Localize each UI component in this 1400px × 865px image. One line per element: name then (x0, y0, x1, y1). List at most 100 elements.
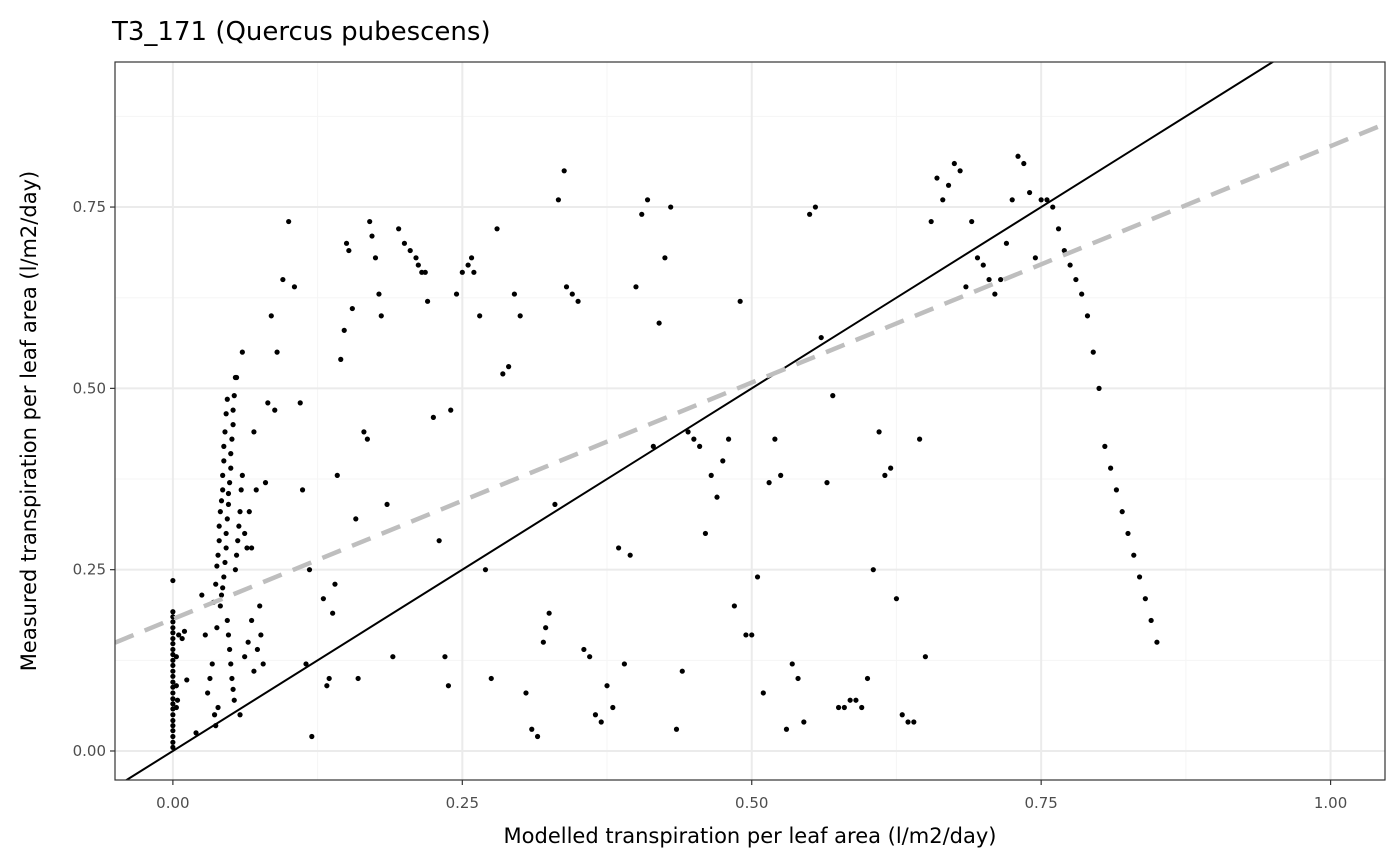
data-point (215, 704, 221, 711)
data-point (224, 396, 230, 402)
data-point (1055, 226, 1062, 232)
data-point (229, 436, 235, 442)
data-point (697, 443, 703, 449)
data-point (511, 291, 518, 297)
chart-title: T3_171 (Quercus pubescens) (111, 17, 491, 47)
data-point (170, 673, 176, 679)
data-point (265, 400, 271, 406)
data-point (1044, 197, 1050, 203)
data-point (401, 240, 408, 246)
data-point (1026, 189, 1033, 196)
data-point (1084, 313, 1091, 319)
data-point (170, 739, 176, 745)
data-point (1090, 349, 1096, 355)
data-point (905, 719, 911, 725)
data-point (783, 726, 790, 732)
data-point (179, 635, 185, 642)
data-point (221, 574, 227, 580)
data-point (170, 619, 176, 625)
data-point (795, 675, 801, 682)
data-point (1073, 276, 1079, 283)
x-tick-label: 0.00 (156, 794, 189, 812)
x-tick-label: 0.25 (446, 794, 479, 812)
data-point (789, 661, 795, 667)
data-point (355, 675, 361, 682)
data-point (731, 603, 737, 609)
data-point (1096, 385, 1102, 391)
data-point (369, 233, 375, 239)
data-point (217, 509, 223, 515)
data-point (639, 211, 645, 217)
data-point (199, 592, 205, 598)
data-point (207, 675, 213, 682)
data-point (251, 668, 257, 674)
data-point (754, 574, 761, 580)
data-point (364, 436, 370, 442)
data-point (737, 298, 743, 304)
grid (115, 62, 1385, 780)
data-point (945, 182, 952, 188)
data-point (772, 436, 778, 442)
data-point (471, 269, 477, 275)
data-point (170, 733, 176, 740)
data-point (258, 632, 264, 638)
data-point (998, 276, 1004, 283)
data-point (969, 218, 975, 225)
data-point (286, 218, 292, 225)
data-point (193, 730, 199, 736)
data-point (216, 538, 222, 544)
data-point (691, 436, 697, 442)
data-point (517, 313, 523, 319)
data-point (257, 603, 263, 609)
data-point (656, 320, 662, 326)
data-point (1003, 240, 1010, 246)
data-point (170, 668, 176, 674)
data-point (685, 429, 691, 435)
data-point (299, 487, 306, 493)
data-point (830, 393, 836, 399)
data-point (202, 632, 208, 638)
data-point (220, 585, 226, 591)
data-point (230, 407, 236, 413)
data-point (778, 472, 784, 478)
data-point (1038, 197, 1044, 203)
data-point (229, 675, 235, 682)
data-point (170, 717, 176, 724)
data-point (205, 690, 211, 696)
data-point (244, 545, 250, 551)
data-point (228, 451, 234, 457)
data-point (824, 480, 830, 486)
data-point (225, 501, 232, 508)
data-point (940, 197, 946, 203)
data-point (170, 630, 176, 636)
data-point (928, 218, 934, 225)
data-point (222, 429, 228, 435)
data-point (235, 538, 241, 544)
data-point (974, 255, 981, 261)
data-point (708, 472, 714, 478)
y-tick-label: 0.25 (73, 561, 106, 579)
data-point (494, 226, 500, 232)
data-point (546, 610, 552, 616)
data-point (231, 697, 237, 703)
data-point (242, 530, 248, 537)
data-point (415, 262, 421, 268)
data-point (627, 552, 633, 558)
data-point (303, 661, 309, 667)
data-point (714, 494, 720, 500)
data-point (917, 436, 923, 442)
data-point (552, 501, 558, 508)
data-point (468, 255, 475, 261)
data-point (644, 197, 651, 203)
panel-border (114, 61, 1386, 781)
data-point (224, 516, 230, 522)
data-point (297, 400, 303, 406)
data-point (422, 269, 428, 275)
data-point (173, 704, 179, 711)
data-point (835, 704, 842, 711)
data-point (330, 610, 336, 616)
data-point (174, 697, 181, 703)
data-point (882, 472, 888, 478)
y-axis-title: Measured transpiration per leaf area (l/… (17, 171, 41, 671)
data-point (500, 371, 506, 377)
